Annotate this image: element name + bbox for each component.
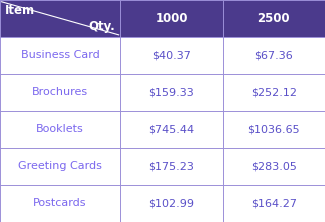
Text: $67.36: $67.36 xyxy=(254,50,293,60)
Text: $1036.65: $1036.65 xyxy=(248,124,300,134)
Text: Qty.: Qty. xyxy=(89,20,115,33)
Text: 2500: 2500 xyxy=(257,12,290,25)
Text: Booklets: Booklets xyxy=(36,124,84,134)
Text: Greeting Cards: Greeting Cards xyxy=(18,161,102,171)
Text: 1000: 1000 xyxy=(155,12,188,25)
Text: Brochures: Brochures xyxy=(32,87,88,97)
Text: $745.44: $745.44 xyxy=(149,124,194,134)
Text: $40.37: $40.37 xyxy=(152,50,191,60)
Text: $102.99: $102.99 xyxy=(149,198,194,208)
Bar xyxy=(0,0,325,37)
Text: $283.05: $283.05 xyxy=(251,161,297,171)
Text: $159.33: $159.33 xyxy=(149,87,194,97)
Text: $175.23: $175.23 xyxy=(149,161,194,171)
Text: $164.27: $164.27 xyxy=(251,198,297,208)
Text: Business Card: Business Card xyxy=(21,50,99,60)
Text: Item: Item xyxy=(5,4,35,18)
Text: $252.12: $252.12 xyxy=(251,87,297,97)
Text: Postcards: Postcards xyxy=(33,198,87,208)
